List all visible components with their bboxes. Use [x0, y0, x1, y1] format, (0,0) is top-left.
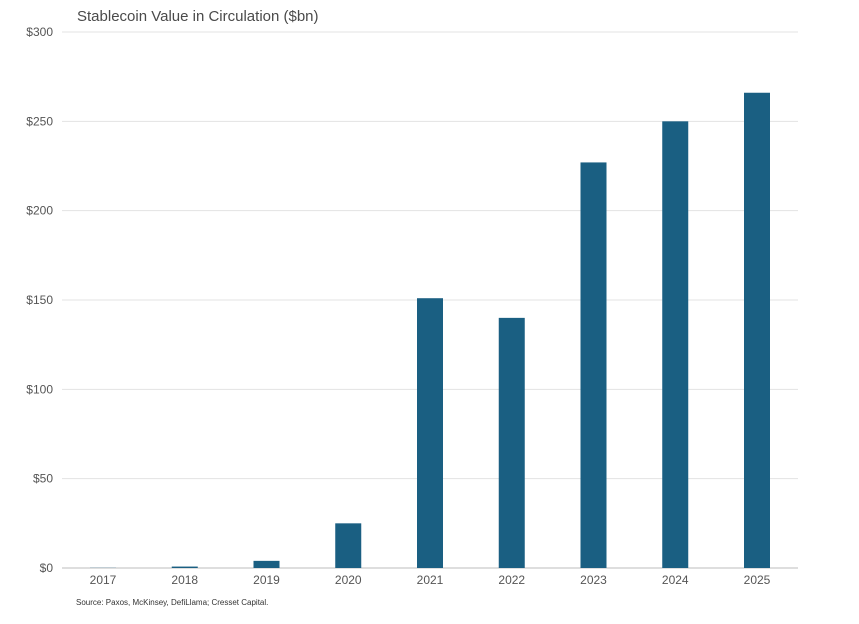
x-tick-label: 2024: [662, 573, 689, 587]
x-tick-label: 2025: [744, 573, 771, 587]
bar-2021: [417, 298, 443, 568]
y-tick-label: $200: [26, 204, 53, 218]
x-tick-label: 2021: [417, 573, 444, 587]
y-axis-ticks: $0 $50 $100 $150 $200 $250 $300: [26, 25, 53, 575]
y-tick-label: $100: [26, 382, 53, 396]
x-tick-label: 2017: [90, 573, 117, 587]
bar-2025: [744, 92, 770, 568]
x-tick-label: 2019: [253, 573, 280, 587]
x-tick-label: 2023: [580, 573, 607, 587]
bar-2020: [335, 523, 362, 568]
x-tick-label: 2018: [171, 573, 198, 587]
y-tick-label: $300: [26, 25, 53, 39]
bar-2019: [253, 560, 280, 568]
y-tick-label: $250: [26, 114, 53, 128]
x-tick-label: 2022: [498, 573, 525, 587]
y-tick-label: $0: [40, 561, 54, 575]
bars: [90, 92, 770, 568]
bar-2024: [662, 121, 689, 568]
chart-title: Stablecoin Value in Circulation ($bn): [77, 8, 319, 25]
bar-2018: [171, 566, 198, 568]
x-tick-label: 2020: [335, 573, 362, 587]
x-axis-ticks: 2017 2018 2019 2020 2021 2022 2023 2024 2025: [90, 573, 771, 587]
bar-2023: [580, 162, 607, 568]
bar-2022: [498, 317, 525, 568]
y-tick-label: $50: [33, 472, 53, 486]
y-tick-label: $150: [26, 293, 53, 307]
source-note: Source: Paxos, McKinsey, DefiLlama; Cres…: [76, 598, 269, 607]
